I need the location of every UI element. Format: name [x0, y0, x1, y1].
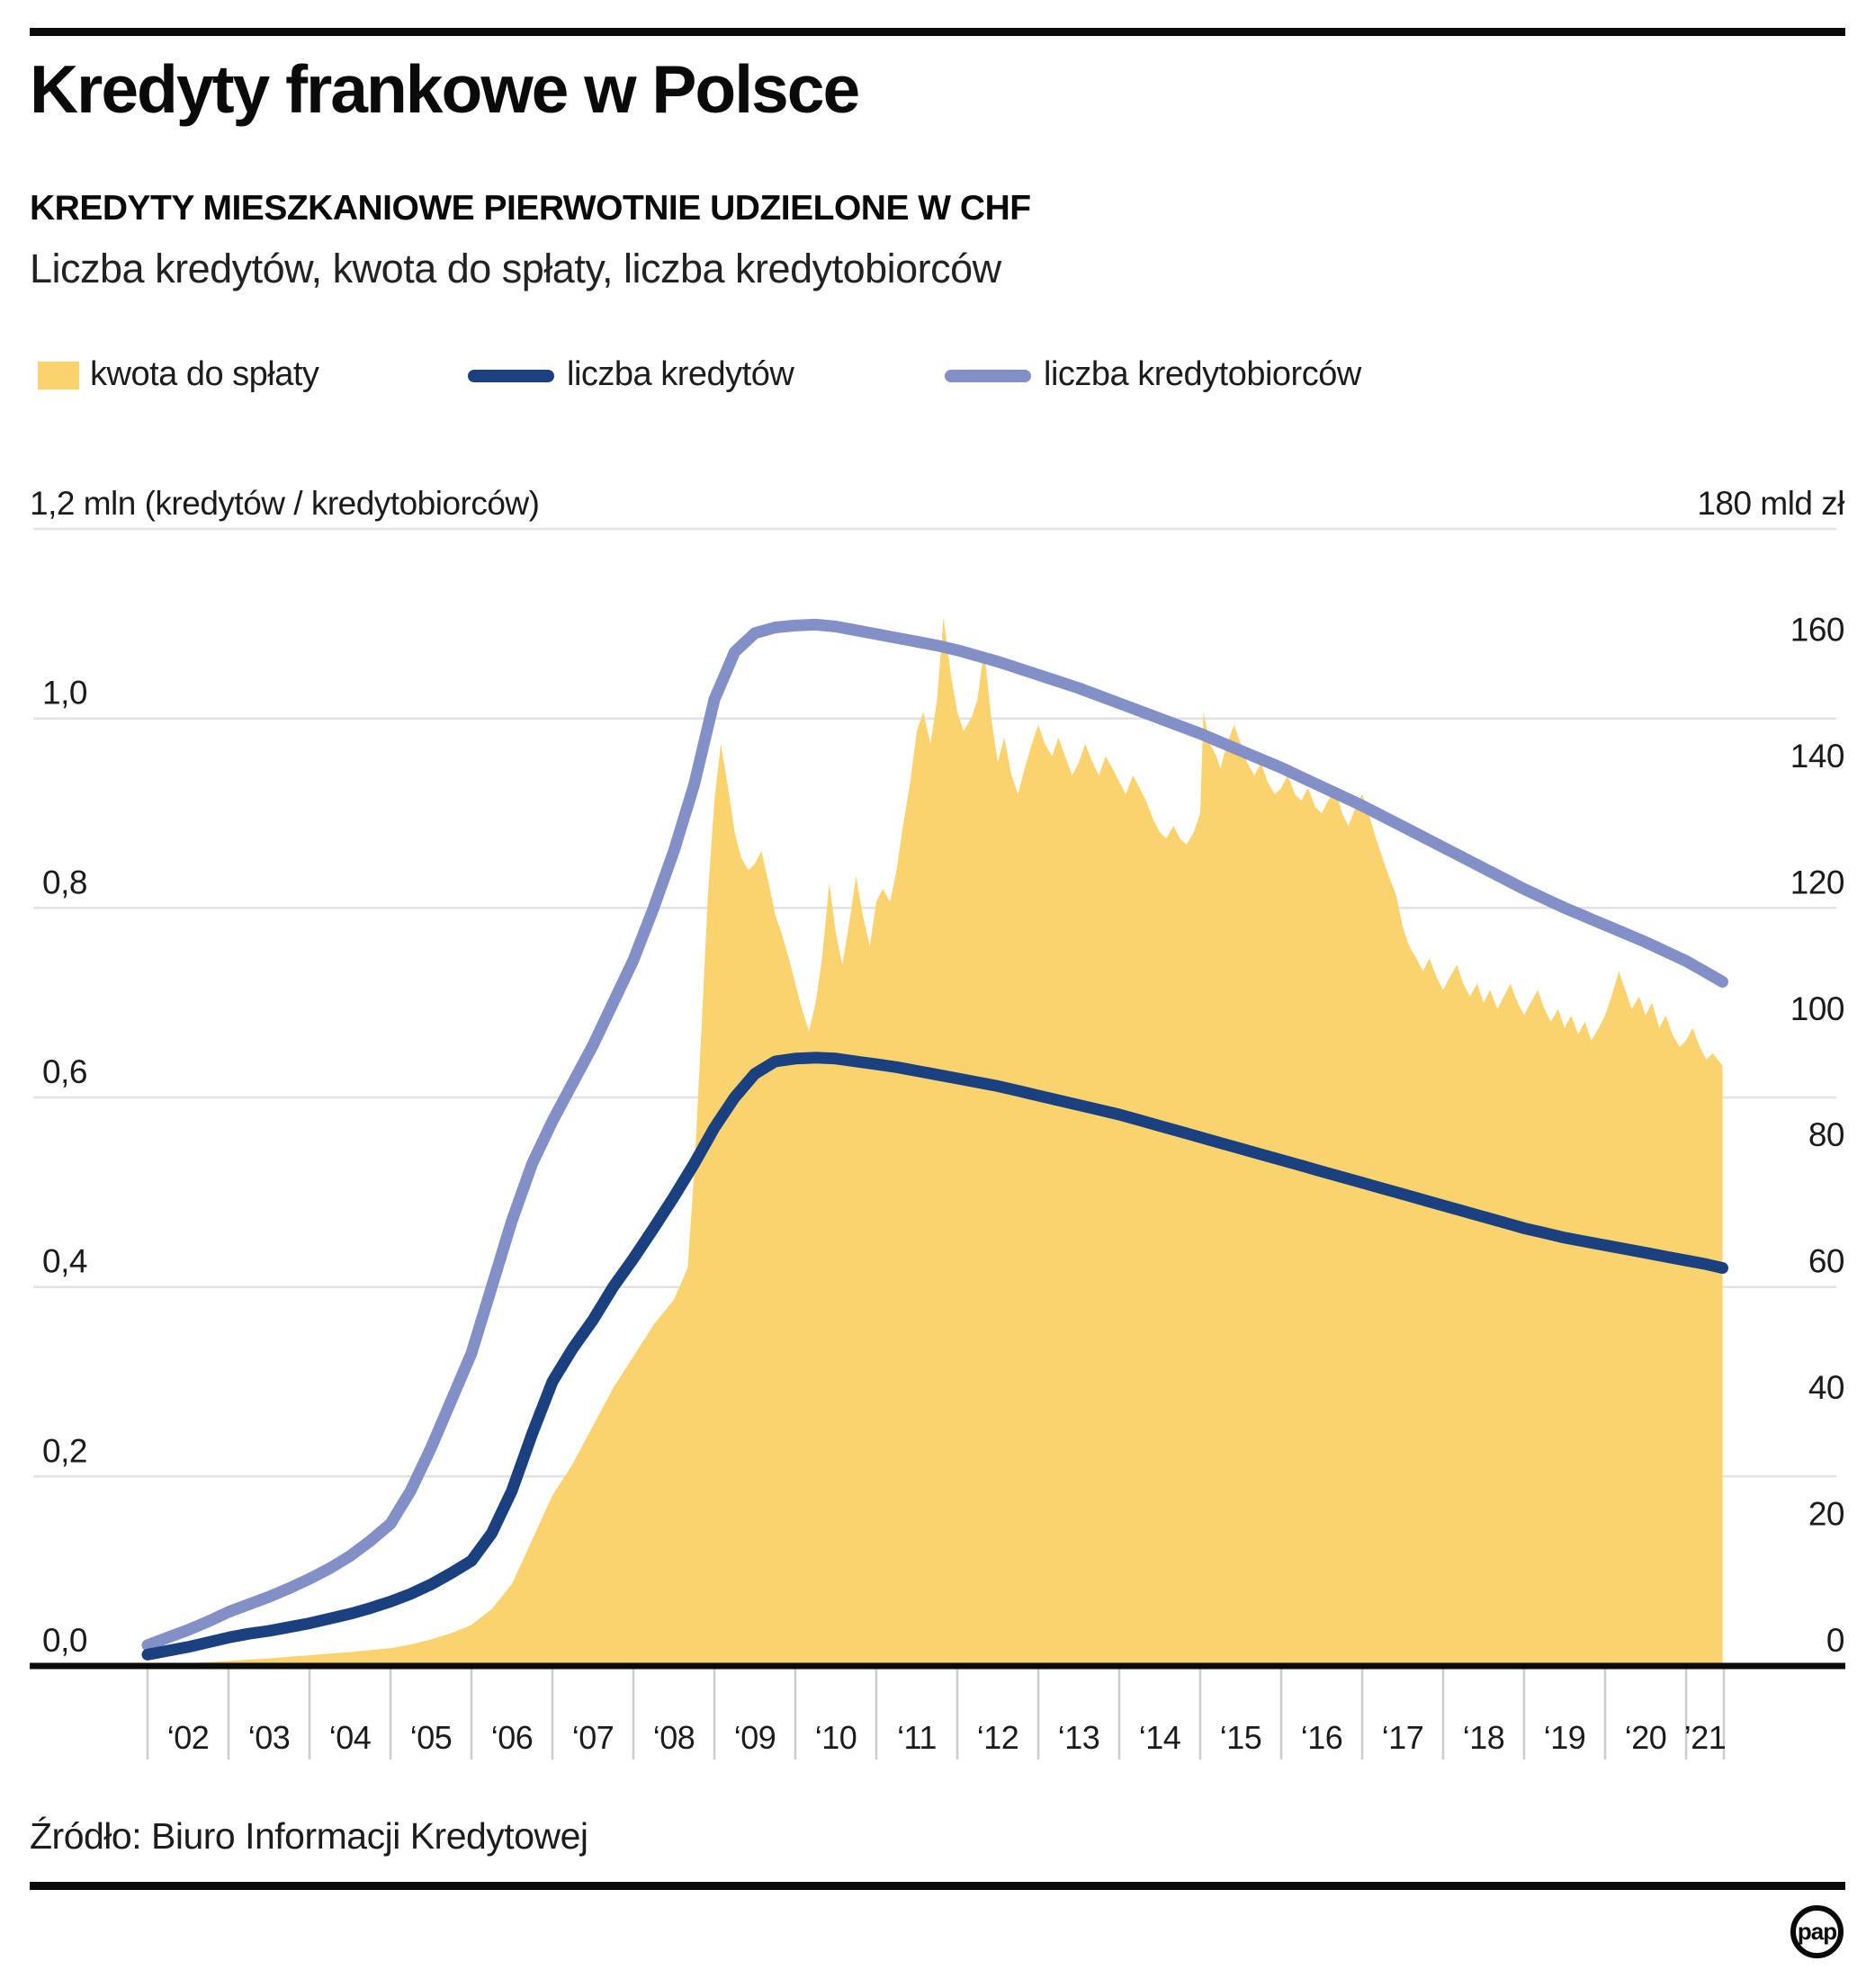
y-left-tick-label: 0,4 — [42, 1243, 87, 1280]
y-right-tick-label: 80 — [1808, 1116, 1844, 1153]
x-tick-label: ‘10 — [815, 1719, 857, 1756]
x-tick-label: ‘08 — [653, 1719, 695, 1756]
x-tick-label: ‘03 — [248, 1719, 291, 1756]
pap-logo: pap — [1790, 1905, 1844, 1958]
bottom-rule — [30, 1882, 1845, 1890]
x-tick-label: ‘17 — [1382, 1719, 1424, 1756]
x-tick-label: ‘11 — [897, 1719, 937, 1756]
x-tick-label: ‘02 — [167, 1719, 210, 1756]
x-tick-label: ‘06 — [491, 1719, 534, 1756]
x-tick-label: ‘13 — [1058, 1719, 1100, 1756]
x-tick-label: ‘15 — [1220, 1719, 1262, 1756]
x-tick-label: ‘20 — [1625, 1719, 1667, 1756]
x-tick-label: ‘19 — [1544, 1719, 1586, 1756]
right-axis-caption: 180 mld zł — [1697, 485, 1844, 522]
y-left-tick-label: 1,0 — [42, 675, 87, 712]
x-tick-label: ‘05 — [410, 1719, 453, 1756]
legend-label-kredyty: liczba kredytów — [567, 355, 794, 393]
y-right-tick-label: 60 — [1808, 1243, 1844, 1280]
top-rule — [30, 28, 1845, 36]
y-right-tick-label: 0 — [1826, 1622, 1844, 1659]
left-axis-caption: 1,2 mln (kredytów / kredytobiorców) — [30, 485, 539, 522]
page-subtitle: KREDYTY MIESZKANIOWE PIERWOTNIE UDZIELON… — [30, 189, 1031, 228]
legend-line-swatch-kredytobiorcy — [945, 370, 1031, 382]
chart-description: Liczba kredytów, kwota do spłaty, liczba… — [30, 246, 1001, 291]
y-right-tick-label: 120 — [1790, 864, 1844, 900]
y-right-tick-label: 100 — [1790, 990, 1844, 1027]
x-tick-label: ’21 — [1684, 1719, 1727, 1756]
x-tick-label: ‘07 — [572, 1719, 615, 1756]
page-title: Kredyty frankowe w Polsce — [30, 51, 860, 127]
legend-label-kwota: kwota do spłaty — [90, 355, 319, 393]
y-left-tick-label: 0,2 — [42, 1432, 87, 1469]
y-right-tick-label: 40 — [1808, 1369, 1844, 1406]
x-tick-label: ‘18 — [1463, 1719, 1505, 1756]
pap-logo-text: pap — [1797, 1918, 1837, 1945]
y-right-tick-label: 140 — [1790, 738, 1844, 775]
y-left-tick-label: 0,6 — [42, 1053, 87, 1090]
y-left-tick-label: 0,8 — [42, 864, 87, 900]
legend-area-swatch — [38, 362, 79, 390]
legend-line-swatch-kredyty — [468, 370, 554, 382]
x-tick-label: ‘12 — [977, 1719, 1019, 1756]
series-line-liczba-kredytobiorcow — [141, 618, 1728, 1652]
x-tick-label: ‘04 — [329, 1719, 372, 1756]
series-line-liczba-kredytow — [141, 1052, 1728, 1661]
series-area-kwota-do-splaty — [148, 617, 1723, 1666]
x-tick-label: ‘14 — [1139, 1719, 1181, 1756]
legend-label-kredytobiorcy: liczba kredytobiorców — [1044, 355, 1361, 393]
source-note: Źródło: Biuro Informacji Kredytowej — [30, 1815, 588, 1857]
x-tick-label: ‘09 — [734, 1719, 776, 1756]
x-tick-label: ‘16 — [1301, 1719, 1343, 1756]
y-right-tick-label: 160 — [1790, 611, 1844, 648]
y-left-tick-label: 0,0 — [42, 1622, 87, 1659]
y-right-tick-label: 20 — [1808, 1496, 1844, 1533]
